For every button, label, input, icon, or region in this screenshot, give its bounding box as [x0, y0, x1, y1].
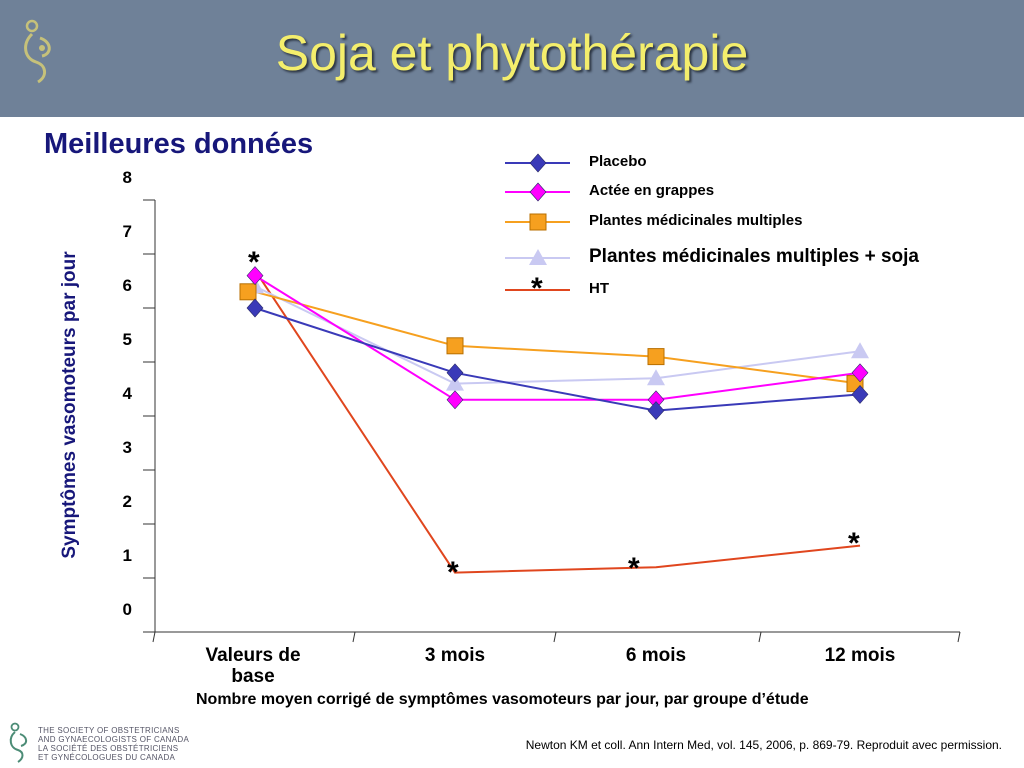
org-line: AND GYNAECOLOGISTS OF CANADA	[38, 735, 190, 744]
data-point	[446, 390, 464, 410]
org-line: ET GYNÉCOLOGUES DU CANADA	[38, 753, 176, 762]
series-line	[254, 285, 861, 385]
chart-caption: Nombre moyen corrigé de symptômes vasomo…	[196, 691, 809, 708]
x-tick-mark	[352, 631, 356, 643]
legend-label: Placebo	[589, 153, 647, 170]
y-tick-label: 3	[122, 438, 132, 457]
organization-name: THE SOCIETY OF OBSTETRICIANS AND GYNAECO…	[38, 726, 189, 762]
x-tick-mark	[553, 631, 557, 643]
legend-label: Plantes médicinales multiples	[589, 212, 803, 229]
sogc-logo-icon	[24, 19, 51, 84]
legend-marker	[529, 213, 547, 231]
y-tick-label: 4	[122, 384, 132, 403]
sogc-logo-small-icon	[9, 722, 28, 763]
data-point	[851, 342, 869, 359]
x-tick-label: 12 mois	[824, 645, 896, 666]
data-point	[239, 283, 257, 301]
org-line: LA SOCIÉTÉ DES OBSTÉTRICIENS	[38, 744, 179, 753]
legend-label: HT	[589, 280, 609, 297]
data-point	[647, 348, 665, 366]
y-tick-label: 8	[122, 168, 132, 187]
legend-marker	[529, 153, 547, 173]
x-tick-label: 6 mois	[625, 645, 687, 666]
y-tick-label: 2	[122, 492, 132, 511]
y-tick-label: 7	[122, 222, 132, 241]
x-tick-label: Valeurs de base	[205, 645, 301, 687]
significance-star: *	[248, 246, 260, 279]
x-tick-mark	[957, 631, 961, 643]
data-point	[851, 363, 869, 383]
significance-star: *	[848, 527, 860, 560]
data-point	[851, 384, 869, 404]
data-point	[446, 363, 464, 383]
data-point	[647, 401, 665, 421]
y-tick-label: 1	[122, 546, 132, 565]
page-title: Soja et phytothérapie	[275, 25, 749, 81]
series-line	[254, 307, 861, 412]
legend-marker	[529, 182, 547, 202]
significance-star: *	[447, 556, 459, 589]
title-bar	[0, 0, 1024, 117]
series-line	[254, 274, 861, 401]
y-tick-label: 5	[122, 330, 132, 349]
significance-star: *	[628, 552, 640, 585]
y-tick-label: 6	[122, 276, 132, 295]
series-line	[254, 269, 861, 574]
y-tick-label: 0	[122, 600, 132, 619]
data-point	[446, 374, 464, 391]
legend-label: Plantes médicinales multiples + soja	[589, 246, 919, 267]
legend-marker	[529, 249, 547, 265]
y-axis-label: Symptômes vasomoteurs par jour	[59, 251, 80, 559]
x-tick-label: 3 mois	[424, 645, 486, 666]
series-line	[254, 290, 861, 385]
source-citation: Newton KM et coll. Ann Intern Med, vol. …	[525, 738, 1002, 752]
x-tick-mark	[152, 631, 156, 643]
significance-star: *	[531, 272, 543, 305]
x-tick-mark	[758, 631, 762, 643]
data-point	[446, 337, 464, 355]
data-point	[246, 266, 264, 286]
data-point	[246, 298, 264, 318]
legend-label: Actée en grappes	[589, 182, 715, 199]
section-heading: Meilleures données	[44, 128, 314, 160]
org-line: THE SOCIETY OF OBSTETRICIANS	[38, 726, 180, 735]
data-point	[647, 369, 665, 386]
